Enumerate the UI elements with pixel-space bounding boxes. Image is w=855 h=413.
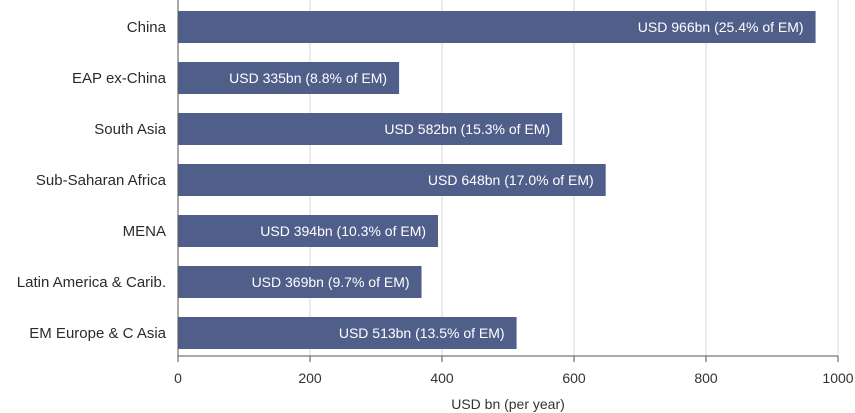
x-tick-label: 600 — [562, 370, 586, 386]
data-label: USD 648bn (17.0% of EM) — [428, 172, 594, 188]
data-label: USD 582bn (15.3% of EM) — [384, 121, 550, 137]
bar — [178, 317, 517, 349]
axes-group: 0 200 400 600 800 1000 China EAP ex-China South … — [17, 0, 854, 386]
bar — [178, 215, 439, 247]
data-label: USD 394bn (10.3% of EM) — [260, 223, 426, 239]
category-label: EAP ex-China — [72, 70, 167, 87]
category-label: EM Europe & C Asia — [29, 325, 166, 342]
data-label: USD 335bn (8.8% of EM) — [229, 70, 387, 86]
category-label: MENA — [123, 223, 166, 240]
x-axis-title: USD bn (per year) — [451, 396, 565, 412]
x-tick-label: 1000 — [822, 370, 853, 386]
x-tick-label: 400 — [430, 370, 454, 386]
data-label: USD 966bn (25.4% of EM) — [638, 19, 804, 35]
data-label: USD 369bn (9.7% of EM) — [252, 274, 410, 290]
data-label: USD 513bn (13.5% of EM) — [339, 325, 505, 341]
category-label: South Asia — [94, 121, 166, 138]
bar — [178, 164, 606, 196]
bar — [178, 113, 563, 145]
category-label: China — [127, 19, 167, 36]
bar — [178, 62, 400, 94]
category-label: Sub-Saharan Africa — [36, 172, 167, 189]
category-label: Latin America & Carib. — [17, 274, 166, 291]
bar — [178, 266, 422, 298]
x-tick-label: 200 — [298, 370, 322, 386]
x-tick-label: 800 — [694, 370, 718, 386]
bars-group: USD 966bn (25.4% of EM) USD 335bn (8.8% o… — [178, 11, 816, 349]
bar — [178, 11, 816, 43]
x-tick-label: 0 — [174, 370, 182, 386]
